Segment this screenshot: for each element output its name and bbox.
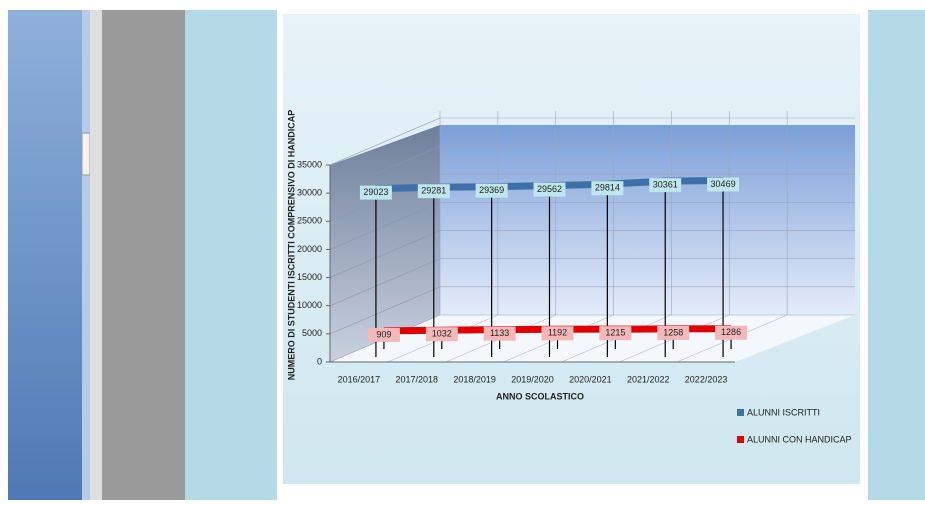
data-label: 909: [376, 329, 391, 339]
data-label-box: [599, 326, 632, 341]
scroll-thumb[interactable]: [81, 132, 91, 176]
x-tick-label: 2019/2020: [511, 374, 554, 384]
data-label: 29814: [595, 183, 620, 193]
y-tick-label: 35000: [297, 159, 322, 169]
data-label: 29369: [479, 185, 504, 195]
y-tick-label: 15000: [297, 272, 322, 282]
y-tick-label: 25000: [297, 216, 322, 226]
grid-line: [329, 230, 441, 278]
grid-line: [329, 258, 441, 306]
y-tick-label: 5000: [302, 328, 322, 338]
x-axis-title: ANNO SCOLASTICO: [496, 391, 584, 401]
scroll-track: [82, 10, 90, 500]
grid-line: [329, 145, 441, 194]
panel: [102, 10, 185, 500]
grid-line: [329, 202, 441, 250]
divider: [90, 10, 102, 500]
grid-line: [329, 117, 441, 166]
data-label-box: [359, 185, 392, 200]
data-label-box: [367, 327, 400, 342]
data-label: 1133: [490, 328, 509, 338]
data-label-box: [649, 178, 682, 193]
data-label: 1032: [432, 329, 452, 339]
data-label-box: [533, 182, 566, 197]
y-tick-label: 0: [317, 356, 322, 366]
margin-left: [185, 10, 277, 500]
data-label-box: [417, 184, 450, 199]
legend-swatch: [737, 409, 744, 416]
data-label: 30361: [653, 179, 678, 189]
data-label: 29023: [363, 187, 388, 197]
data-label-box: [591, 181, 624, 196]
x-tick-label: 2018/2019: [453, 374, 496, 384]
data-label: 1215: [605, 328, 625, 338]
data-label: 29562: [537, 184, 562, 194]
back-wall: [440, 125, 855, 315]
data-label: 1258: [663, 327, 683, 337]
y-tick-label: 30000: [297, 188, 322, 198]
data-label-box: [483, 326, 516, 341]
legend-label: ALUNNI CON HANDICAP: [747, 434, 852, 444]
margin-right: [868, 10, 925, 500]
data-label: 1286: [721, 327, 741, 337]
x-tick-label: 2022/2023: [685, 374, 728, 384]
sidebar: [8, 10, 82, 500]
data-label-box: [707, 177, 740, 192]
data-label-box: [425, 327, 458, 342]
y-tick-label: 10000: [297, 300, 322, 310]
x-tick-label: 2017/2018: [396, 374, 439, 384]
data-label-box: [657, 325, 690, 340]
data-label: 29281: [421, 186, 446, 196]
x-tick-label: 2021/2022: [627, 374, 670, 384]
y-axis-title: NUMERO DI STUDENTI ISCRITTI COMPRENSIVO …: [286, 110, 296, 381]
data-label: 1192: [548, 328, 567, 338]
y-tick-label: 20000: [297, 244, 322, 254]
x-tick-label: 2016/2017: [338, 374, 381, 384]
data-label-box: [715, 325, 748, 340]
legend-swatch: [737, 436, 744, 443]
data-label-box: [475, 183, 508, 198]
data-label: 30469: [711, 179, 736, 189]
data-label-box: [541, 326, 574, 341]
x-tick-label: 2020/2021: [569, 374, 612, 384]
legend-label: ALUNNI ISCRITTI: [747, 407, 820, 417]
grid-line: [329, 286, 441, 335]
